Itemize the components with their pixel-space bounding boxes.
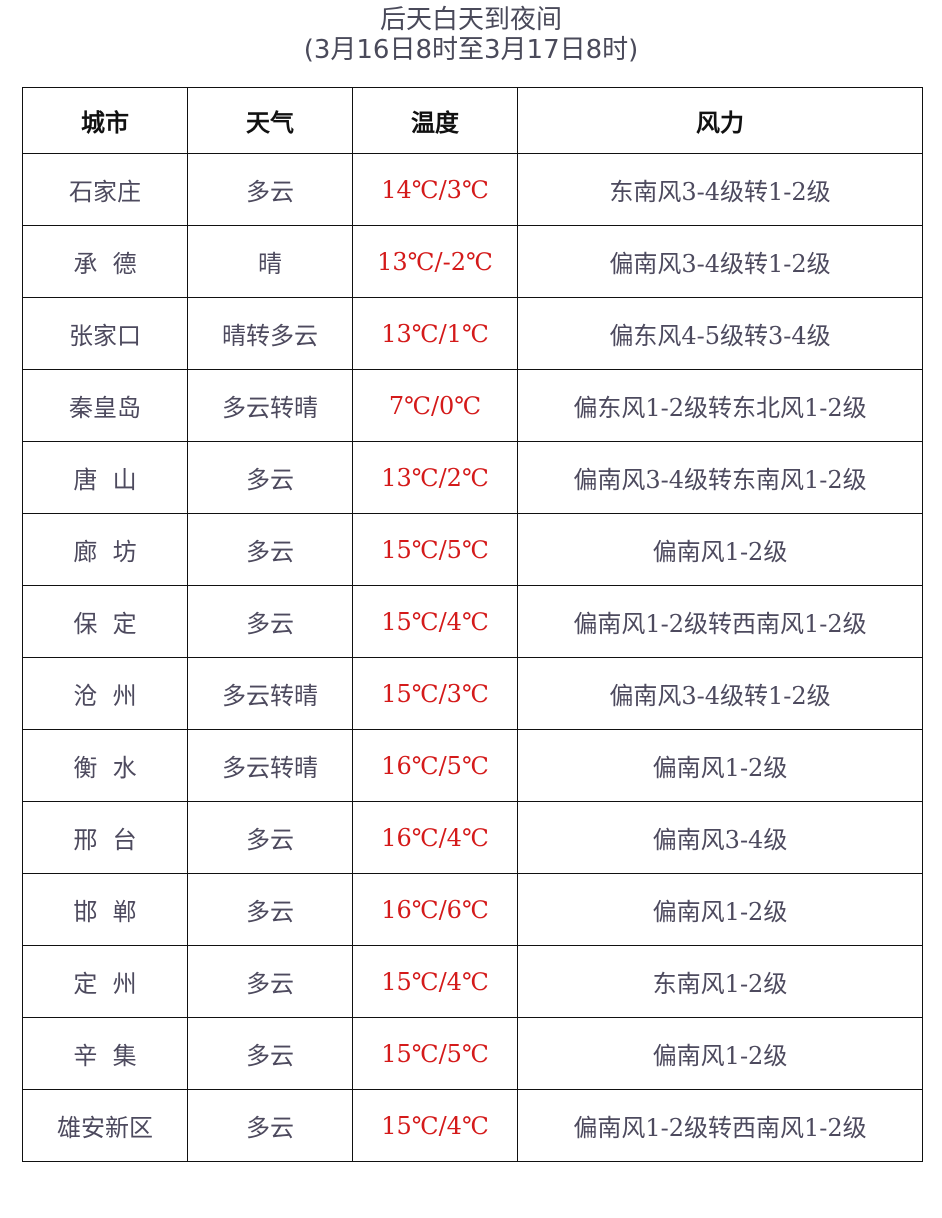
table-row: 唐 山多云 13℃/2℃ 偏南风3-4级转东南风1-2级 — [22, 441, 923, 514]
temperature-cell: 13℃/-2℃ — [352, 225, 518, 298]
weather-cell: 多云 — [187, 873, 353, 946]
city-cell: 石家庄 — [22, 153, 188, 226]
temperature-cell: 16℃/6℃ — [352, 873, 518, 946]
table-header-row: 城市 天气 温度 风力 — [22, 87, 923, 154]
weather-cell: 多云转晴 — [187, 729, 353, 802]
table-row: 保 定多云 15℃/4℃ 偏南风1-2级转西南风1-2级 — [22, 585, 923, 658]
table-row: 衡 水多云转晴 16℃/5℃ 偏南风1-2级 — [22, 729, 923, 802]
wind-cell: 偏南风1-2级转西南风1-2级 — [517, 585, 923, 658]
header-weather: 天气 — [187, 87, 353, 154]
weather-cell: 多云 — [187, 1017, 353, 1090]
wind-cell: 偏南风3-4级转东南风1-2级 — [517, 441, 923, 514]
weather-cell: 晴转多云 — [187, 297, 353, 370]
city-cell: 保 定 — [22, 585, 188, 658]
table-row: 定 州多云 15℃/4℃ 东南风1-2级 — [22, 945, 923, 1018]
wind-cell: 偏南风1-2级 — [517, 729, 923, 802]
city-cell: 唐 山 — [22, 441, 188, 514]
table-row: 沧 州多云转晴 15℃/3℃ 偏南风3-4级转1-2级 — [22, 657, 923, 730]
wind-cell: 偏南风1-2级转西南风1-2级 — [517, 1089, 923, 1162]
table-row: 雄安新区 多云 15℃/4℃ 偏南风1-2级转西南风1-2级 — [22, 1089, 923, 1162]
city-cell: 衡 水 — [22, 729, 188, 802]
temperature-cell: 15℃/4℃ — [352, 585, 518, 658]
city-cell: 沧 州 — [22, 657, 188, 730]
city-cell: 雄安新区 — [22, 1089, 188, 1162]
table-row: 邯 郸多云 16℃/6℃ 偏南风1-2级 — [22, 873, 923, 946]
temperature-cell: 15℃/5℃ — [352, 1017, 518, 1090]
table-row: 张家口 晴转多云 13℃/1℃ 偏东风4-5级转3-4级 — [22, 297, 923, 370]
wind-cell: 偏南风1-2级 — [517, 873, 923, 946]
wind-cell: 偏东风4-5级转3-4级 — [517, 297, 923, 370]
temperature-cell: 14℃/3℃ — [352, 153, 518, 226]
weather-cell: 多云 — [187, 513, 353, 586]
city-cell: 邯 郸 — [22, 873, 188, 946]
weather-cell: 晴 — [187, 225, 353, 298]
table-row: 廊 坊多云 15℃/5℃ 偏南风1-2级 — [22, 513, 923, 586]
weather-cell: 多云 — [187, 1089, 353, 1162]
wind-cell: 偏南风3-4级转1-2级 — [517, 225, 923, 298]
weather-cell: 多云 — [187, 153, 353, 226]
temperature-cell: 15℃/4℃ — [352, 945, 518, 1018]
wind-cell: 偏南风1-2级 — [517, 513, 923, 586]
city-cell: 张家口 — [22, 297, 188, 370]
table-row: 辛 集多云 15℃/5℃ 偏南风1-2级 — [22, 1017, 923, 1090]
temperature-cell: 16℃/4℃ — [352, 801, 518, 874]
wind-cell: 东南风1-2级 — [517, 945, 923, 1018]
city-cell: 秦皇岛 — [22, 369, 188, 442]
table-row: 承 德晴 13℃/-2℃ 偏南风3-4级转1-2级 — [22, 225, 923, 298]
table-row: 秦皇岛 多云转晴 7℃/0℃ 偏东风1-2级转东北风1-2级 — [22, 369, 923, 442]
wind-cell: 东南风3-4级转1-2级 — [517, 153, 923, 226]
wind-cell: 偏东风1-2级转东北风1-2级 — [517, 369, 923, 442]
table-row: 邢 台多云 16℃/4℃ 偏南风3-4级 — [22, 801, 923, 874]
wind-cell: 偏南风1-2级 — [517, 1017, 923, 1090]
page-title: 后天白天到夜间 — [379, 5, 562, 35]
temperature-cell: 13℃/1℃ — [352, 297, 518, 370]
weather-cell: 多云转晴 — [187, 657, 353, 730]
header-temperature: 温度 — [352, 87, 518, 154]
city-cell: 廊 坊 — [22, 513, 188, 586]
weather-cell: 多云转晴 — [187, 369, 353, 442]
temperature-cell: 13℃/2℃ — [352, 441, 518, 514]
wind-cell: 偏南风3-4级转1-2级 — [517, 657, 923, 730]
city-cell: 辛 集 — [22, 1017, 188, 1090]
weather-cell: 多云 — [187, 441, 353, 514]
weather-cell: 多云 — [187, 585, 353, 658]
header-city: 城市 — [22, 87, 188, 154]
temperature-cell: 16℃/5℃ — [352, 729, 518, 802]
city-cell: 邢 台 — [22, 801, 188, 874]
temperature-cell: 15℃/4℃ — [352, 1089, 518, 1162]
table-row: 石家庄 多云 14℃/3℃ 东南风3-4级转1-2级 — [22, 153, 923, 226]
weather-cell: 多云 — [187, 801, 353, 874]
temperature-cell: 15℃/5℃ — [352, 513, 518, 586]
temperature-cell: 7℃/0℃ — [352, 369, 518, 442]
temperature-cell: 15℃/3℃ — [352, 657, 518, 730]
city-cell: 定 州 — [22, 945, 188, 1018]
wind-cell: 偏南风3-4级 — [517, 801, 923, 874]
header-wind: 风力 — [517, 87, 923, 154]
weather-cell: 多云 — [187, 945, 353, 1018]
city-cell: 承 德 — [22, 225, 188, 298]
page-subtitle: (3月16日8时至3月17日8时) — [303, 35, 639, 65]
